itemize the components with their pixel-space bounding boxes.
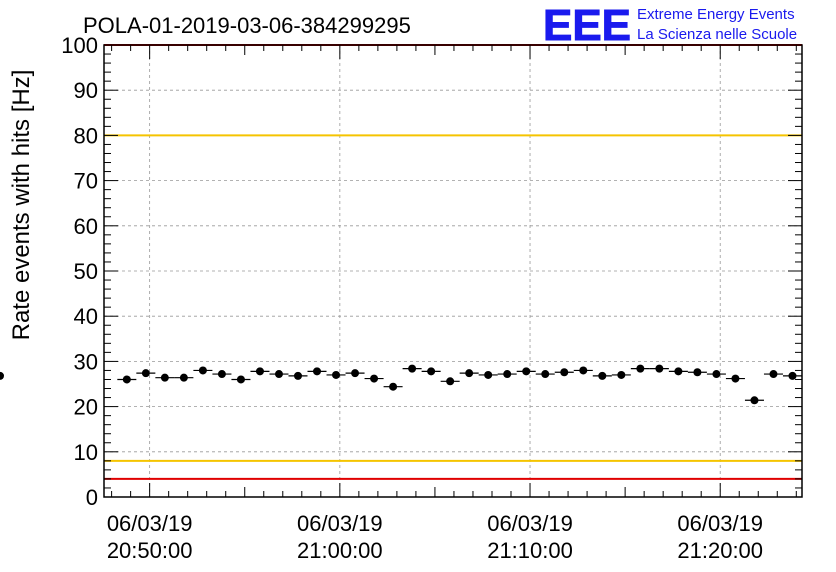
y-tick-label: 40 [74,304,98,329]
x-tick-time-label: 21:20:00 [677,538,763,563]
data-point [141,369,150,378]
data-point [636,364,645,373]
data-point [0,371,4,380]
brand-line-2: La Scienza nelle Scuole [637,26,797,43]
data-point [332,370,341,379]
data-point [313,367,322,376]
data-point [293,371,302,380]
data-point [598,371,607,380]
y-tick-label: 30 [74,349,98,374]
data-point [465,369,474,378]
x-tick-time-label: 20:50:00 [107,538,193,563]
x-tick-date-label: 06/03/19 [297,511,383,536]
data-point [503,370,512,379]
x-tick-date-label: 06/03/19 [677,511,763,536]
data-point [693,368,702,377]
data-point [541,370,550,379]
data-point [560,368,569,377]
tick-labels: 010203040506070809010006/03/1920:50:0006… [61,33,763,563]
y-tick-label: 60 [74,214,98,239]
y-axis-title: Rate events with hits [Hz] [8,70,35,341]
data-point [484,370,493,379]
axis-ticks [104,44,802,498]
data-point [674,367,683,376]
x-tick-date-label: 06/03/19 [107,511,193,536]
y-tick-label: 80 [74,123,98,148]
data-point [427,367,436,376]
data-point [408,364,417,373]
data-point [446,377,455,386]
data-point [217,370,226,379]
y-tick-label: 20 [74,395,98,420]
brand-line-1: Extreme Energy Events [637,6,795,23]
grid-lines [104,45,802,497]
data-point [122,375,131,384]
data-point [579,366,588,375]
data-point [389,382,398,391]
data-points [0,364,802,405]
data-point [351,369,360,378]
reference-lines [104,44,802,480]
data-point [617,370,626,379]
chart-title: POLA-01-2019-03-06-384299295 [83,13,411,38]
data-point [179,373,188,382]
y-tick-label: 50 [74,259,98,284]
data-point [788,371,797,380]
y-tick-label: 90 [74,78,98,103]
data-point [236,375,245,384]
y-tick-label: 100 [61,33,98,58]
data-point [255,367,264,376]
x-tick-time-label: 21:00:00 [297,538,383,563]
data-point [160,373,169,382]
plot-frame [103,44,803,498]
data-point [750,396,759,405]
x-tick-date-label: 06/03/19 [487,511,573,536]
eee-logo-icon: EEE [543,1,631,50]
data-point [198,366,207,375]
brand-logo: EEE Extreme Energy Events La Scienza nel… [543,1,798,51]
data-point [769,370,778,379]
y-tick-label: 10 [74,440,98,465]
y-tick-label: 70 [74,169,98,194]
data-point [274,370,283,379]
data-point [655,364,664,373]
y-tick-label: 0 [86,485,98,510]
data-point [712,370,721,379]
data-point [522,367,531,376]
data-point [731,374,740,383]
data-point [370,374,379,383]
x-tick-time-label: 21:10:00 [487,538,573,563]
